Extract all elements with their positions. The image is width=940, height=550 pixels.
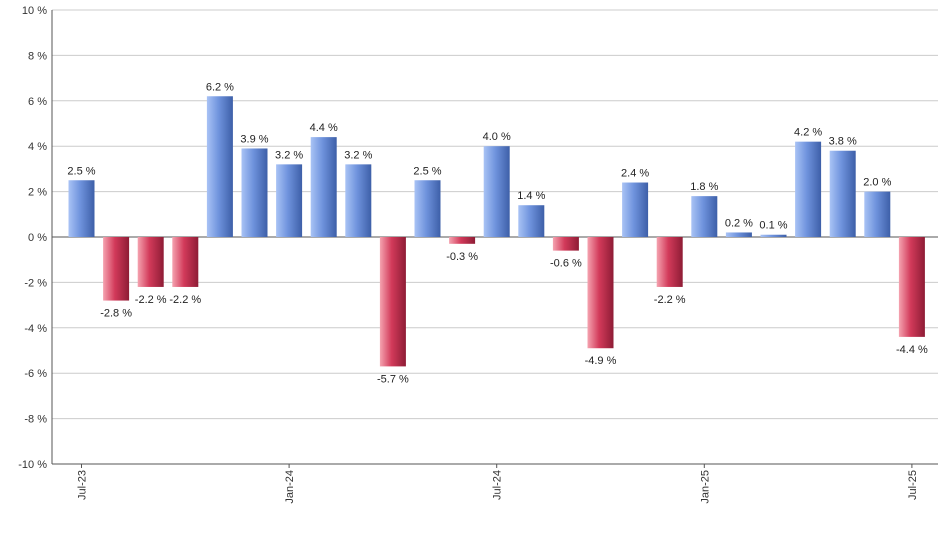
data-label: 4.4 %: [310, 122, 338, 134]
y-tick-label: -10 %: [18, 459, 47, 471]
data-label: -2.2 %: [169, 294, 201, 306]
y-tick-label: 4 %: [28, 141, 47, 153]
data-label: 3.2 %: [275, 149, 303, 161]
data-labels: 2.5 %-2.8 %-2.2 % -2.2 %6.2 %3.9 %3.2 %4.…: [67, 81, 928, 385]
x-tick-label: Jan-25: [699, 470, 711, 504]
bar: [449, 237, 476, 244]
bar: [172, 237, 199, 287]
data-label: 2.5 %: [413, 165, 441, 177]
y-tick-label: 6 %: [28, 96, 47, 108]
data-label: -2.2 %: [654, 294, 686, 306]
bar: [68, 180, 95, 237]
bar: [725, 232, 752, 237]
y-tick-label: 0 %: [28, 232, 47, 244]
y-tick-label: -6 %: [24, 368, 47, 380]
bar: [587, 237, 614, 349]
y-axis: 10 % 8 % 6 % 4 % 2 % 0 % -2 % -4 % -6 % -8 % -10 %: [18, 5, 938, 471]
bar: [656, 237, 683, 287]
data-label: 4.0 %: [483, 131, 511, 143]
data-label: 2.4 %: [621, 168, 649, 180]
x-tick-label: Jul-23: [77, 470, 89, 500]
bar: [206, 96, 233, 237]
y-tick-label: -4 %: [24, 323, 47, 335]
bar: [898, 237, 925, 337]
y-tick-label: 10 %: [22, 5, 47, 17]
bars: [68, 96, 925, 367]
x-tick-label: Jul-25: [907, 470, 919, 500]
bar: [760, 234, 787, 237]
x-tick-label: Jul-24: [492, 470, 504, 500]
data-label: 1.8 %: [690, 181, 718, 193]
data-label: 3.8 %: [829, 136, 857, 148]
data-label: 0.1 %: [759, 220, 787, 232]
bar: [137, 237, 164, 287]
data-label: 3.9 %: [240, 133, 268, 145]
data-label: -5.7 %: [377, 373, 409, 385]
data-label: 0.2 %: [725, 217, 753, 229]
bar: [691, 196, 718, 237]
data-label: 6.2 %: [206, 81, 234, 93]
x-axis: Jul-23 Jan-24 Jul-24 Jan-25 Jul-25: [77, 464, 919, 504]
data-label: -4.4 %: [896, 344, 928, 356]
y-tick-label: -2 %: [24, 277, 47, 289]
bar: [241, 148, 268, 237]
bar: [310, 137, 337, 237]
bar: [103, 237, 130, 301]
bar: [276, 164, 303, 237]
data-label: -0.6 %: [550, 258, 582, 270]
data-label: -2.8 %: [100, 308, 132, 320]
bar: [829, 150, 856, 237]
bar: [795, 141, 822, 237]
bar: [552, 237, 579, 251]
data-label: 4.2 %: [794, 127, 822, 139]
bar: [345, 164, 372, 237]
bar: [864, 191, 891, 237]
data-label: 2.5 %: [67, 165, 95, 177]
data-label: 1.4 %: [517, 190, 545, 202]
data-label: -2.2 %: [135, 294, 167, 306]
y-tick-label: 2 %: [28, 187, 47, 199]
bar: [483, 146, 510, 237]
bar: [518, 205, 545, 237]
y-tick-label: -8 %: [24, 414, 47, 426]
data-label: -4.9 %: [585, 355, 617, 367]
data-label: 3.2 %: [344, 149, 372, 161]
bar: [414, 180, 441, 237]
data-label: 2.0 %: [863, 177, 891, 189]
x-tick-label: Jan-24: [284, 470, 296, 504]
y-tick-label: 8 %: [28, 50, 47, 62]
data-label: -0.3 %: [446, 251, 478, 263]
bar: [622, 182, 649, 237]
bar: [379, 237, 406, 367]
